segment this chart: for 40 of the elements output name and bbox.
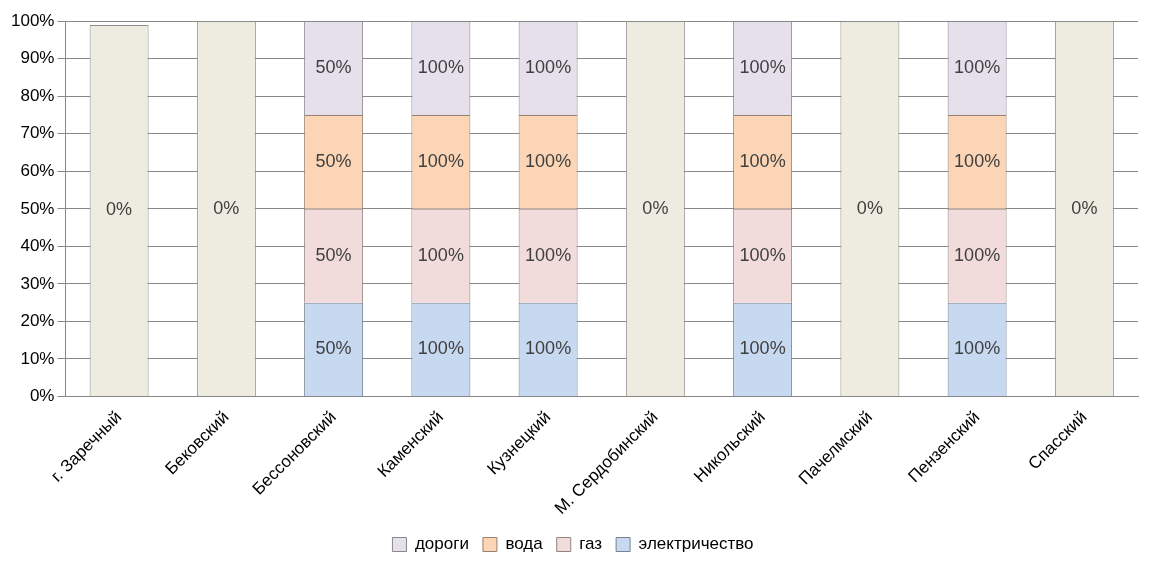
annotation: 100%	[525, 244, 572, 265]
annotation: 100%	[954, 338, 1001, 359]
annotation: 100%	[739, 244, 786, 265]
annotation: 50%	[315, 57, 352, 78]
y-tick-label: 10%	[20, 348, 55, 368]
annotation: 100%	[954, 150, 1001, 171]
y-tick-label: 50%	[20, 198, 55, 218]
annotation: 100%	[739, 150, 786, 171]
annotation: 0%	[856, 197, 883, 218]
y-tick-label: 70%	[20, 123, 55, 143]
legend-label: электричество	[638, 534, 754, 554]
annotation: 50%	[315, 244, 352, 265]
annotation: 50%	[315, 150, 352, 171]
annotation: 0%	[1071, 197, 1098, 218]
legend-label: газ	[579, 534, 603, 554]
annotation: 100%	[954, 57, 1001, 78]
annotation: 100%	[417, 150, 464, 171]
annotation: 100%	[739, 338, 786, 359]
annotation: 100%	[417, 244, 464, 265]
annotation: 0%	[106, 199, 133, 220]
annotation: 0%	[213, 197, 240, 218]
y-tick-label: 0%	[29, 386, 55, 406]
y-tick-label: 60%	[20, 161, 55, 180]
annotation: 100%	[525, 57, 572, 78]
annotation: 100%	[525, 338, 572, 359]
y-tick-label: 80%	[20, 85, 55, 105]
y-tick-label: 90%	[20, 48, 55, 68]
legend-label: вода	[505, 534, 544, 554]
y-tick-label: 30%	[20, 273, 55, 293]
y-tick-label: 20%	[20, 311, 55, 331]
annotation: 100%	[417, 338, 464, 359]
annotation: 100%	[954, 244, 1001, 265]
annotation: 0%	[642, 197, 669, 218]
legend-label: дороги	[414, 534, 469, 554]
annotation: 100%	[417, 57, 464, 78]
y-tick-label: 100%	[11, 10, 55, 30]
y-tick-label: 40%	[20, 236, 55, 256]
annotation: 100%	[525, 150, 572, 171]
annotation: 100%	[739, 57, 786, 78]
annotation: 50%	[315, 338, 352, 359]
